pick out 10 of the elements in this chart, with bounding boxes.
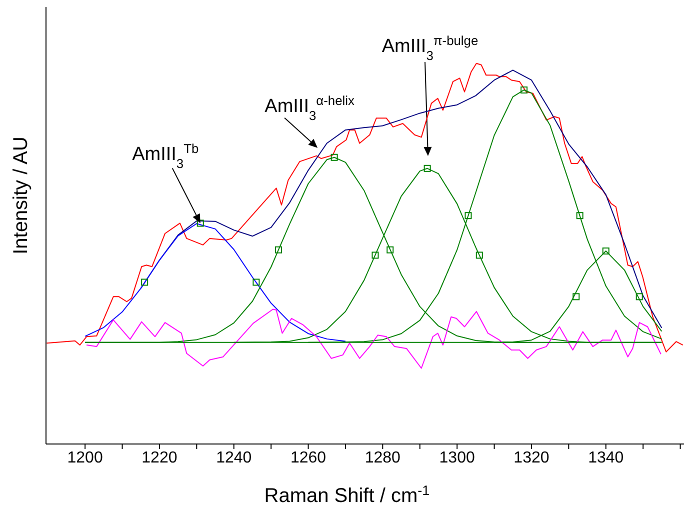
x-tick-label: 1320 <box>514 449 550 466</box>
x-tick-label: 1300 <box>439 449 475 466</box>
x-tick-label: 1220 <box>142 449 178 466</box>
x-tick-label: 1240 <box>216 449 252 466</box>
x-axis-title: Raman Shift / cm$^{-1}$ <box>264 482 430 507</box>
x-tick-label: 1340 <box>588 449 624 466</box>
y-axis-title: Intensity / AU <box>10 136 32 254</box>
x-tick-label: 1260 <box>290 449 326 466</box>
x-tick-label: 1280 <box>364 449 401 466</box>
x-tick-label: 1200 <box>67 449 103 466</box>
